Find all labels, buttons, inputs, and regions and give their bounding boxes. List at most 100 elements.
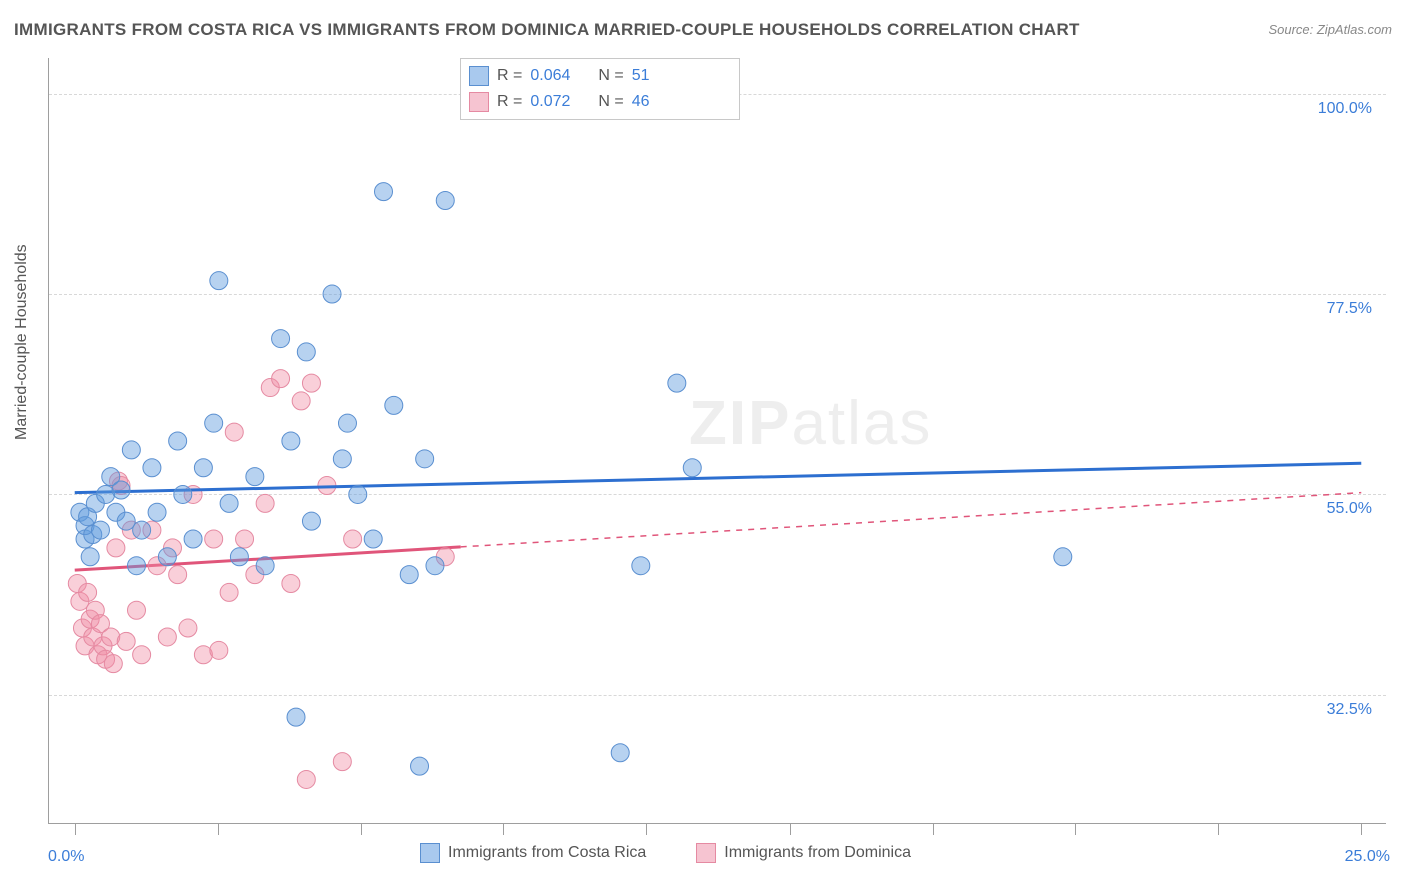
- n-value-dominica: 46: [632, 93, 650, 111]
- x-tick: [933, 823, 934, 835]
- r-value-dominica: 0.072: [530, 93, 570, 111]
- data-point-dominica: [333, 753, 351, 771]
- stats-row-costa-rica: R = 0.064 N = 51: [469, 63, 731, 89]
- data-point-costa_rica: [668, 374, 686, 392]
- data-point-dominica: [292, 392, 310, 410]
- data-point-costa_rica: [411, 757, 429, 775]
- data-point-costa_rica: [91, 521, 109, 539]
- data-point-costa_rica: [338, 414, 356, 432]
- swatch-dominica: [696, 843, 716, 863]
- data-point-costa_rica: [210, 272, 228, 290]
- x-tick: [75, 823, 76, 835]
- data-point-dominica: [158, 628, 176, 646]
- legend-label-dominica: Immigrants from Dominica: [724, 844, 911, 862]
- stats-row-dominica: R = 0.072 N = 46: [469, 89, 731, 115]
- data-point-costa_rica: [148, 503, 166, 521]
- swatch-costa-rica: [469, 66, 489, 86]
- data-point-costa_rica: [184, 530, 202, 548]
- data-point-costa_rica: [127, 557, 145, 575]
- x-tick: [218, 823, 219, 835]
- data-point-costa_rica: [333, 450, 351, 468]
- data-point-costa_rica: [287, 708, 305, 726]
- data-point-costa_rica: [122, 441, 140, 459]
- x-axis-max-label: 25.0%: [1345, 848, 1390, 866]
- source-attribution: Source: ZipAtlas.com: [1268, 22, 1392, 37]
- stats-legend: R = 0.064 N = 51 R = 0.072 N = 46: [460, 58, 740, 120]
- data-point-dominica: [127, 601, 145, 619]
- data-point-costa_rica: [302, 512, 320, 530]
- data-point-costa_rica: [436, 192, 454, 210]
- x-axis-min-label: 0.0%: [48, 848, 84, 866]
- data-point-costa_rica: [81, 548, 99, 566]
- legend-item-dominica: Immigrants from Dominica: [696, 843, 911, 863]
- data-point-costa_rica: [246, 468, 264, 486]
- y-axis-title: Married-couple Households: [13, 244, 31, 440]
- chart-svg: [49, 58, 1386, 823]
- data-point-costa_rica: [400, 566, 418, 584]
- swatch-dominica: [469, 92, 489, 112]
- data-point-costa_rica: [611, 744, 629, 762]
- data-point-dominica: [282, 575, 300, 593]
- x-tick: [1361, 823, 1362, 835]
- data-point-costa_rica: [117, 512, 135, 530]
- x-tick: [1075, 823, 1076, 835]
- data-point-costa_rica: [205, 414, 223, 432]
- x-tick: [361, 823, 362, 835]
- legend-label-costa-rica: Immigrants from Costa Rica: [448, 844, 646, 862]
- data-point-costa_rica: [158, 548, 176, 566]
- data-point-dominica: [302, 374, 320, 392]
- data-point-costa_rica: [169, 432, 187, 450]
- data-point-costa_rica: [194, 459, 212, 477]
- data-point-dominica: [236, 530, 254, 548]
- chart-title: IMMIGRANTS FROM COSTA RICA VS IMMIGRANTS…: [14, 20, 1080, 40]
- data-point-costa_rica: [323, 285, 341, 303]
- data-point-dominica: [344, 530, 362, 548]
- data-point-costa_rica: [297, 343, 315, 361]
- data-point-costa_rica: [385, 396, 403, 414]
- data-point-costa_rica: [349, 485, 367, 503]
- swatch-costa-rica: [420, 843, 440, 863]
- data-point-dominica: [133, 646, 151, 664]
- x-tick: [646, 823, 647, 835]
- data-point-costa_rica: [416, 450, 434, 468]
- r-value-costa-rica: 0.064: [530, 67, 570, 85]
- n-label: N =: [598, 67, 623, 85]
- data-point-costa_rica: [375, 183, 393, 201]
- data-point-costa_rica: [174, 485, 192, 503]
- data-point-dominica: [297, 770, 315, 788]
- data-point-costa_rica: [220, 494, 238, 512]
- data-point-dominica: [179, 619, 197, 637]
- data-point-costa_rica: [272, 330, 290, 348]
- data-point-costa_rica: [282, 432, 300, 450]
- n-label: N =: [598, 93, 623, 111]
- x-tick: [790, 823, 791, 835]
- data-point-costa_rica: [364, 530, 382, 548]
- data-point-dominica: [220, 583, 238, 601]
- x-tick: [1218, 823, 1219, 835]
- x-tick: [503, 823, 504, 835]
- data-point-dominica: [272, 370, 290, 388]
- plot-area: ZIPatlas 32.5%55.0%77.5%100.0%: [48, 58, 1386, 824]
- data-point-dominica: [225, 423, 243, 441]
- data-point-costa_rica: [230, 548, 248, 566]
- data-point-costa_rica: [683, 459, 701, 477]
- legend-item-costa-rica: Immigrants from Costa Rica: [420, 843, 646, 863]
- r-label: R =: [497, 93, 522, 111]
- data-point-dominica: [210, 641, 228, 659]
- n-value-costa-rica: 51: [632, 67, 650, 85]
- data-point-costa_rica: [426, 557, 444, 575]
- data-point-dominica: [205, 530, 223, 548]
- data-point-costa_rica: [112, 481, 130, 499]
- data-point-dominica: [79, 583, 97, 601]
- data-point-dominica: [256, 494, 274, 512]
- data-point-dominica: [107, 539, 125, 557]
- data-point-dominica: [117, 632, 135, 650]
- data-point-costa_rica: [1054, 548, 1072, 566]
- data-point-costa_rica: [133, 521, 151, 539]
- r-label: R =: [497, 67, 522, 85]
- series-legend: Immigrants from Costa Rica Immigrants fr…: [420, 843, 911, 863]
- data-point-costa_rica: [632, 557, 650, 575]
- data-point-dominica: [104, 655, 122, 673]
- data-point-costa_rica: [256, 557, 274, 575]
- data-point-dominica: [169, 566, 187, 584]
